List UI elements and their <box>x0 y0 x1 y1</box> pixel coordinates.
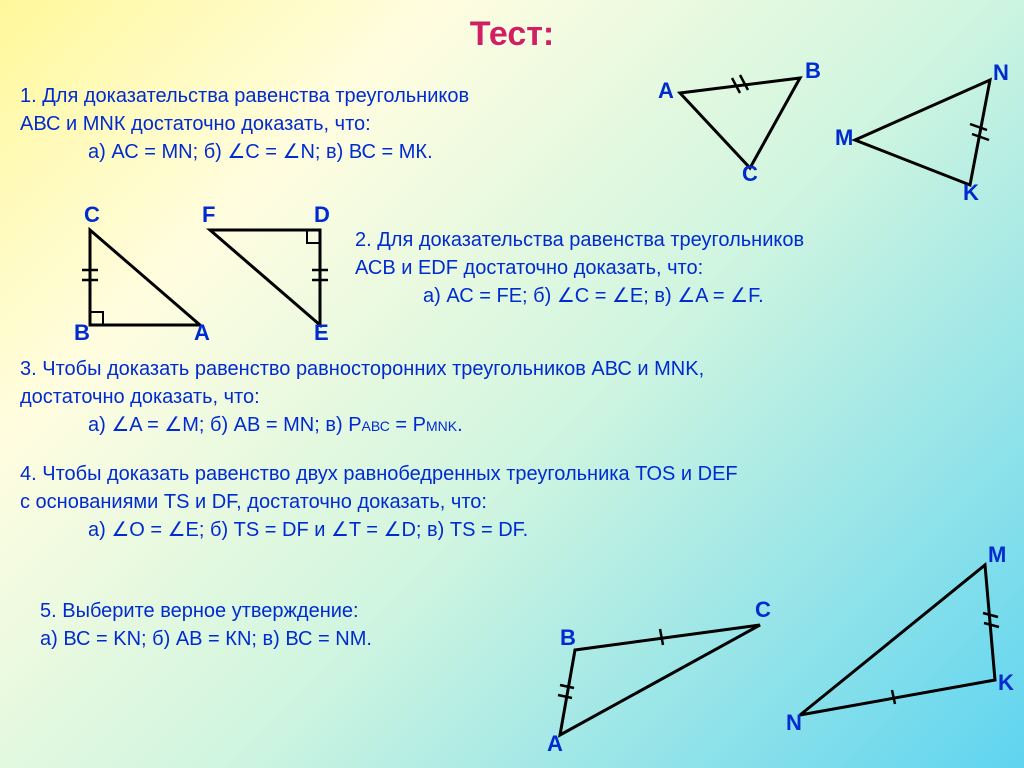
q5-triangle-abc: A B C <box>530 585 790 755</box>
q2-line2: АСВ и ЕDF достаточно доказать, что: <box>355 254 995 282</box>
svg-text:B: B <box>74 320 90 340</box>
q5-options: а) ВС = KN; б) АВ = КN; в) ВС = NM. <box>40 625 540 653</box>
q5-line1: 5. Выберите верное утверждение: <box>40 597 540 625</box>
svg-text:M: M <box>835 125 853 150</box>
q1-line1: 1. Для доказательства равенства треуголь… <box>20 82 580 110</box>
page-title: Тест: <box>470 15 554 54</box>
svg-text:C: C <box>755 597 771 622</box>
svg-text:E: E <box>314 320 329 340</box>
svg-text:A: A <box>547 731 563 755</box>
question-1: 1. Для доказательства равенства треуголь… <box>20 82 580 166</box>
q4-line1: 4. Чтобы доказать равенство двух равнобе… <box>20 460 1000 488</box>
q1-triangle-mnk: M N K <box>835 50 1024 200</box>
q2-options: а) АС = FE; б) ∠С = ∠E; в) ∠A = ∠F. <box>355 282 995 310</box>
q2-triangle-fde: F D E <box>180 200 340 340</box>
question-5: 5. Выберите верное утверждение: а) ВС = … <box>40 597 540 653</box>
svg-text:F: F <box>202 202 215 227</box>
q4-line2: с основаниями TS и DF, достаточно доказа… <box>20 488 1000 516</box>
svg-text:B: B <box>805 58 821 83</box>
q3-line1: 3. Чтобы доказать равенство равносторонн… <box>20 355 1000 383</box>
svg-text:C: C <box>84 202 100 227</box>
question-3: 3. Чтобы доказать равенство равносторонн… <box>20 355 1000 439</box>
question-4: 4. Чтобы доказать равенство двух равнобе… <box>20 460 1000 544</box>
svg-text:B: B <box>560 625 576 650</box>
svg-text:C: C <box>742 161 758 183</box>
q1-line2: АВС и МNК достаточно доказать, что: <box>20 110 580 138</box>
q2-line1: 2. Для доказательства равенства треуголь… <box>355 226 995 254</box>
svg-text:N: N <box>993 60 1009 85</box>
svg-text:K: K <box>963 180 979 200</box>
svg-text:A: A <box>658 78 674 103</box>
svg-text:N: N <box>786 710 802 735</box>
q3-options: а) ∠A = ∠M; б) АВ = MN; в) РАВС = РMNK. <box>20 411 1000 439</box>
svg-text:K: K <box>998 670 1014 695</box>
svg-text:D: D <box>314 202 330 227</box>
q1-options: а) АС = МN; б) ∠С = ∠N; в) ВС = МК. <box>20 138 580 166</box>
q1-triangle-abc: A B C <box>650 48 842 183</box>
question-2: 2. Для доказательства равенства треуголь… <box>355 226 995 310</box>
q3-line2: достаточно доказать, что: <box>20 383 1000 411</box>
q5-triangle-mnk: N M K <box>770 540 1020 740</box>
svg-text:M: M <box>988 542 1006 567</box>
